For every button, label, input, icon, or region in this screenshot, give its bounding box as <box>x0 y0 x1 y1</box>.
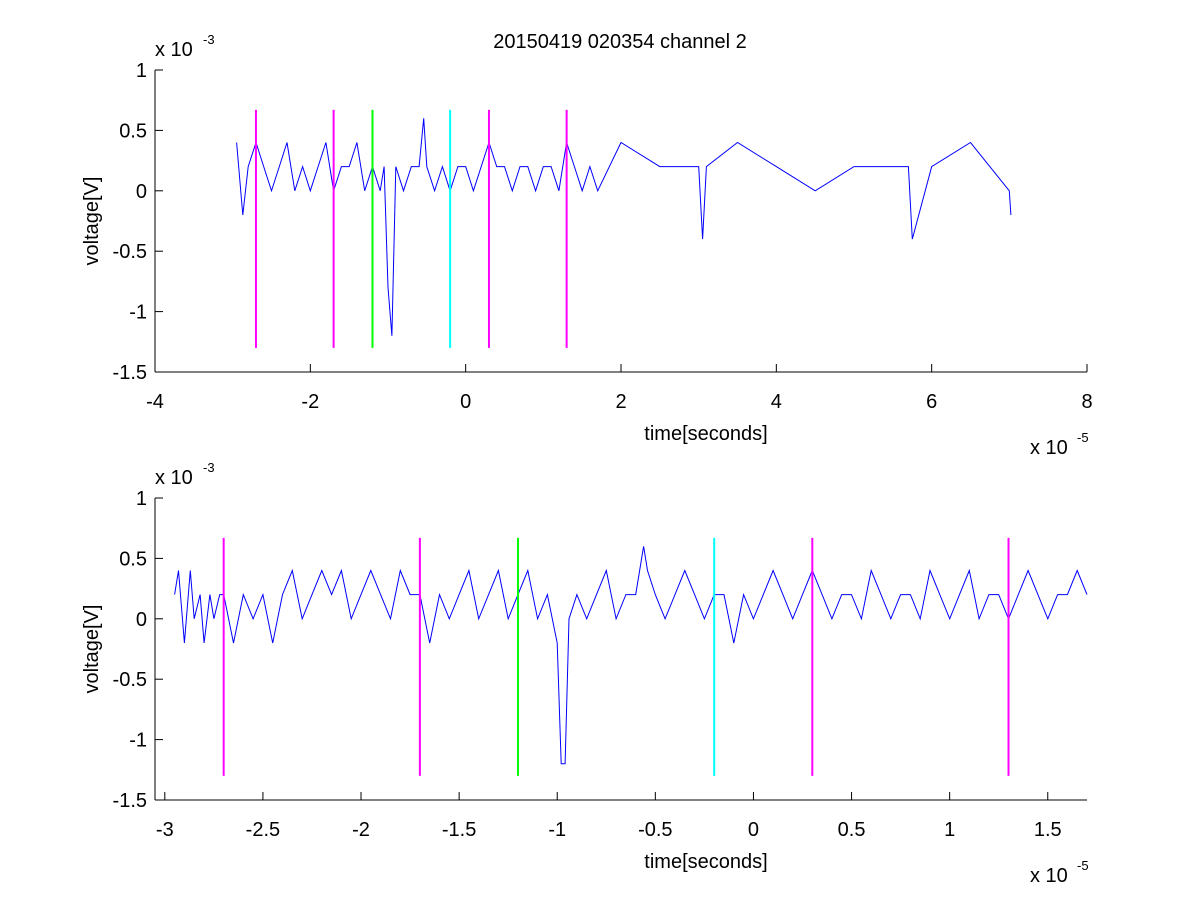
x-tick-label: -4 <box>146 391 164 413</box>
x-tick-label: -2.5 <box>246 819 280 841</box>
y-tick-label: 0.5 <box>119 548 147 570</box>
y-tick-label: -1 <box>129 302 147 324</box>
y-tick-label: -0.5 <box>113 241 147 263</box>
x-tick-label: 6 <box>926 391 937 413</box>
x-axis-label: time[seconds] <box>644 851 767 873</box>
x-tick-label: 8 <box>1081 391 1092 413</box>
top-plot: -4 -2 0 2 4 6 8 -1.5 -1 -0.5 0 0.5 1 x 10 -3 x 10 -5 time… <box>81 32 1093 459</box>
x-tick-label: -2 <box>301 391 319 413</box>
y-tick-label: 0.5 <box>119 120 147 142</box>
y-exponent: -3 <box>203 32 215 47</box>
x-exponent-label: x 10 <box>1030 437 1068 459</box>
x-tick-label: -0.5 <box>638 819 672 841</box>
voltage-series-line <box>236 118 1012 336</box>
y-tick-label: 1 <box>136 60 147 82</box>
voltage-series-line <box>174 546 1088 765</box>
x-tick-label: 1.5 <box>1034 819 1062 841</box>
x-tick-label: -2 <box>352 819 370 841</box>
x-axis-label: time[seconds] <box>644 423 767 445</box>
y-exponent-label: x 10 <box>155 39 193 61</box>
x-tick-label: 4 <box>771 391 782 413</box>
x-tick-label: 0.5 <box>838 819 866 841</box>
y-tick-label: -1.5 <box>113 790 147 812</box>
x-tick-label: -1 <box>548 819 566 841</box>
y-tick-label: 1 <box>136 488 147 510</box>
y-exponent-label: x 10 <box>155 467 193 489</box>
x-exponent: -5 <box>1077 858 1089 873</box>
x-tick-label: 2 <box>615 391 626 413</box>
x-exponent-label: x 10 <box>1030 865 1068 887</box>
figure-title: 20150419 020354 channel 2 <box>493 31 747 53</box>
y-tick-label: -1 <box>129 730 147 752</box>
x-tick-label: 0 <box>460 391 471 413</box>
y-exponent: -3 <box>203 460 215 475</box>
y-axis-label: voltage[V] <box>81 605 103 694</box>
y-tick-label: 0 <box>136 609 147 631</box>
x-tick-label: -3 <box>156 819 174 841</box>
y-tick-label: -0.5 <box>113 669 147 691</box>
x-tick-label: 1 <box>944 819 955 841</box>
y-tick-label: 0 <box>136 181 147 203</box>
x-tick-label: -1.5 <box>442 819 476 841</box>
x-tick-label: 0 <box>748 819 759 841</box>
x-exponent: -5 <box>1077 430 1089 445</box>
bottom-plot: -3 -2.5 -2 -1.5 -1 -0.5 0 0.5 1 1.5 -1.5 -1 -0.5 0 0.5… <box>81 460 1089 887</box>
y-axis-label: voltage[V] <box>81 177 103 266</box>
y-tick-label: -1.5 <box>113 362 147 384</box>
